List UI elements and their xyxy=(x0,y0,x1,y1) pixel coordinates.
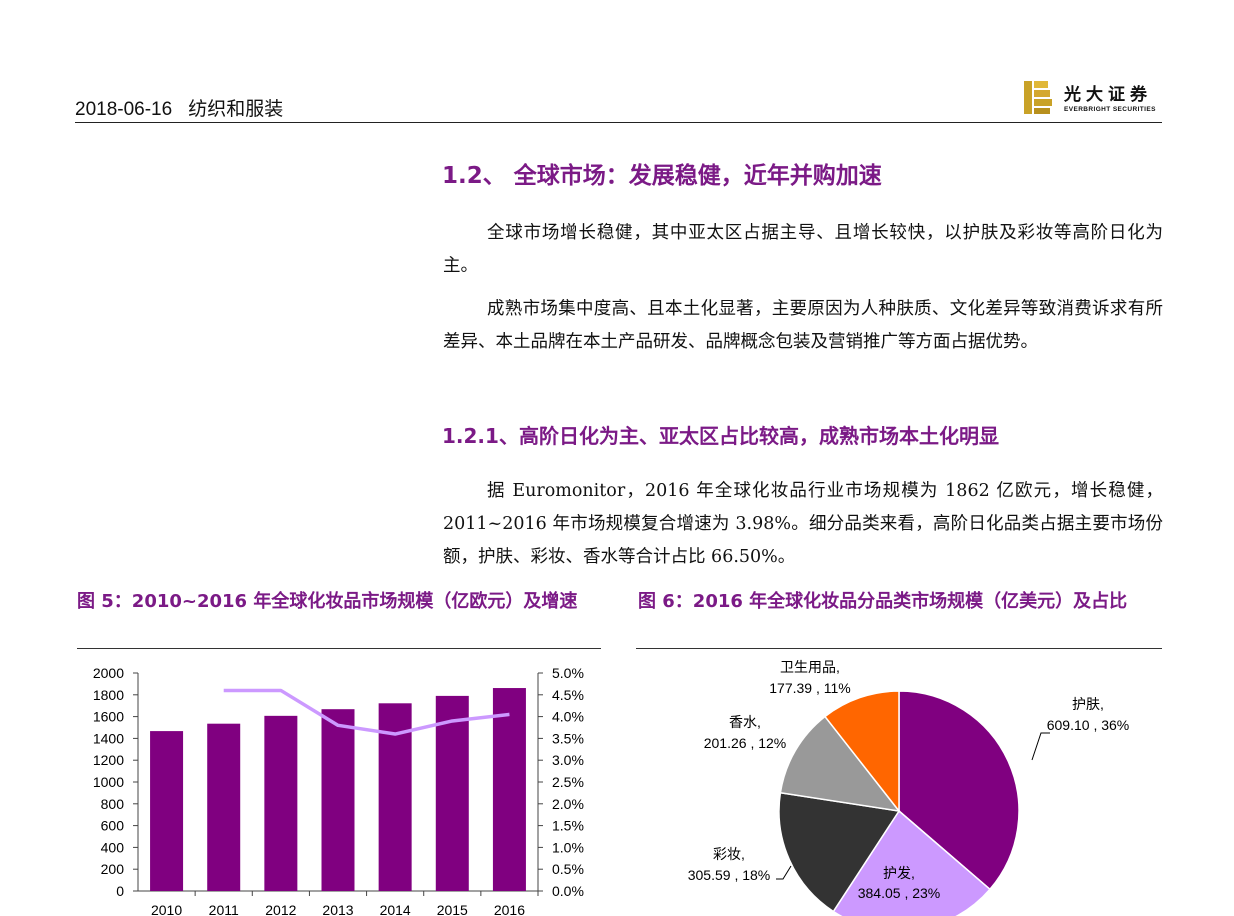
y-tick-label-right: 0.0% xyxy=(552,883,584,899)
bar-line-chart: 20001800160014001200100080060040020005.0… xyxy=(93,665,584,916)
pie-label-name: 彩妆, xyxy=(713,846,745,862)
pie-label-name: 卫生用品, xyxy=(780,659,840,675)
pie-label-value: 384.05 , 23% xyxy=(858,885,941,901)
y-tick-label-right: 1.5% xyxy=(552,818,584,834)
section-heading: 1.2、 全球市场：发展稳健，近年并购加速 xyxy=(442,163,882,189)
x-tick-label: 2013 xyxy=(322,902,353,916)
y-tick-label-right: 1.0% xyxy=(552,839,584,855)
figure-6-title: 图 6：2016 年全球化妆品分品类市场规模（亿美元）及占比 xyxy=(638,591,1128,612)
y-tick-label-left: 800 xyxy=(101,796,125,812)
x-tick-label: 2011 xyxy=(209,902,239,916)
header-divider xyxy=(75,122,1162,123)
leader-line xyxy=(776,865,792,880)
bar xyxy=(492,688,526,891)
section-paragraph-2: 成熟市场集中度高、且本土化显著，主要原因为人种肤质、文化差异等致消费诉求有所差异… xyxy=(443,299,1163,352)
header-sector: 纺织和服装 xyxy=(188,99,284,120)
y-tick-label-left: 1400 xyxy=(93,730,124,746)
y-tick-label-right: 2.5% xyxy=(552,774,584,790)
y-tick-label-right: 4.0% xyxy=(552,709,584,725)
subsection-heading: 1.2.1、高阶日化为主、亚太区占比较高，成熟市场本土化明显 xyxy=(442,424,999,448)
logo-mark-icon xyxy=(1024,81,1052,114)
section-paragraph-1: 全球市场增长稳健，其中亚太区占据主导、且增长较快，以护肤及彩妆等高阶日化为主。 xyxy=(443,223,1163,276)
x-tick-label: 2016 xyxy=(494,902,525,916)
page-header: 2018-06-16 纺织和服装 xyxy=(75,92,1162,124)
y-tick-label-left: 2000 xyxy=(93,665,124,681)
pie-slice-护发 xyxy=(832,809,992,916)
y-tick-label-left: 1000 xyxy=(93,774,124,790)
logo-name-en: EVERBRIGHT SECURITIES xyxy=(1064,106,1156,113)
y-tick-label-left: 1800 xyxy=(93,687,124,703)
growth-rate-line xyxy=(223,688,510,736)
subsection-paragraph: 据 Euromonitor，2016 年全球化妆品行业市场规模为 1862 亿欧… xyxy=(443,481,1163,567)
logo-name-cn: 光大证券 xyxy=(1064,85,1152,105)
y-tick-label-right: 2.0% xyxy=(552,796,584,812)
y-tick-label-right: 0.5% xyxy=(552,861,584,877)
header-date: 2018-06-16 xyxy=(75,99,173,120)
y-tick-label-left: 200 xyxy=(101,861,125,877)
x-tick-label: 2014 xyxy=(380,902,411,916)
bar xyxy=(435,695,469,891)
x-tick-label: 2015 xyxy=(437,902,468,916)
pie-label-name: 护肤, xyxy=(1072,696,1104,712)
leader-line xyxy=(1031,732,1050,761)
pie-slice-护肤 xyxy=(898,690,1020,891)
pie-label-name: 护发, xyxy=(883,865,915,881)
figure-6-divider xyxy=(636,648,1162,649)
figure-5-title: 图 5：2010~2016 年全球化妆品市场规模（亿欧元）及增速 xyxy=(77,591,578,612)
y-tick-label-left: 1600 xyxy=(93,709,124,725)
header-text: 2018-06-16 纺织和服装 xyxy=(75,94,283,121)
y-tick-label-left: 400 xyxy=(101,839,125,855)
pie-label-name: 香水, xyxy=(729,714,761,730)
bar xyxy=(321,709,355,891)
pie-label-value: 177.39 , 11% xyxy=(769,680,850,696)
x-tick-label: 2010 xyxy=(151,902,182,916)
y-tick-label-left: 0 xyxy=(116,883,124,899)
y-tick-label-right: 4.5% xyxy=(552,687,584,703)
pie-slice-卫生用品 xyxy=(823,690,900,814)
bar xyxy=(264,715,298,891)
pie-slice-彩妆 xyxy=(778,791,901,913)
pie-label-value: 201.26 , 12% xyxy=(704,735,787,751)
pie-slice-香水 xyxy=(779,715,901,813)
pie-label-value: 609.10 , 36% xyxy=(1047,717,1130,733)
bar xyxy=(150,731,184,891)
pie-chart: 护肤, 609.10 , 36% 护发, 384.05 , 23% 彩妆, 305.59 … xyxy=(688,659,1130,916)
y-tick-label-right: 5.0% xyxy=(552,665,584,681)
y-tick-label-right: 3.5% xyxy=(552,730,584,746)
x-tick-label: 2012 xyxy=(265,902,296,916)
y-tick-label-right: 3.0% xyxy=(552,752,584,768)
bar xyxy=(207,723,241,891)
pie-label-value: 305.59 , 18% xyxy=(688,867,771,883)
company-logo: 光大证券 EVERBRIGHT SECURITIES xyxy=(1022,80,1162,116)
figure-5-divider xyxy=(77,648,601,649)
y-tick-label-left: 600 xyxy=(101,818,125,834)
y-tick-label-left: 1200 xyxy=(93,752,124,768)
